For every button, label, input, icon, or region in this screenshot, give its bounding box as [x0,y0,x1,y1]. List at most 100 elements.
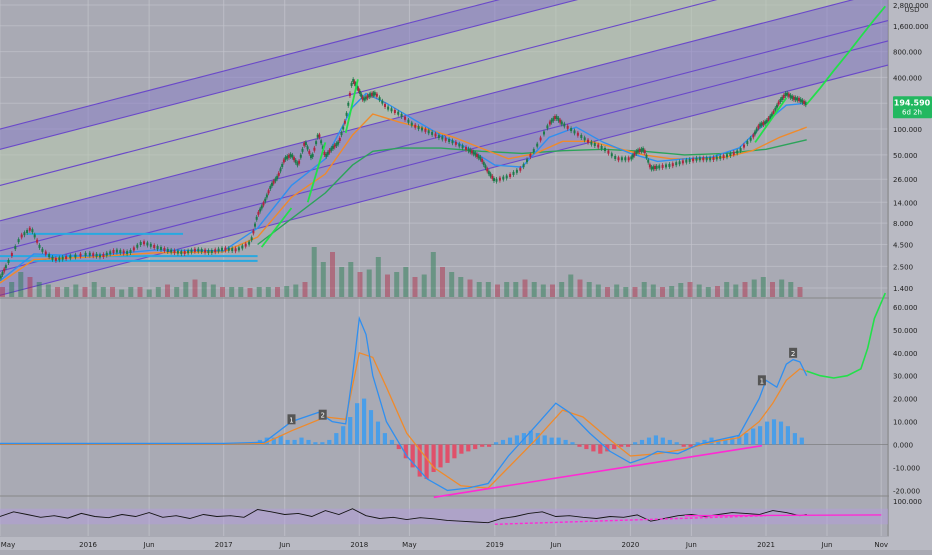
time-tick-label: 2021 [757,541,775,549]
candle-body [170,249,173,253]
candle-body [160,247,162,250]
macd-histogram-bar [542,435,547,445]
price-tick-label: 100.000 [893,126,922,134]
volume-bar [632,287,638,297]
candle-body [173,250,176,254]
volume-bar [623,287,629,297]
macd-histogram-bar [271,437,276,445]
time-tick-label: 2018 [350,541,368,549]
candle-body [587,139,589,143]
candle-body [654,166,656,169]
candle-body [407,119,410,123]
volume-bar [357,272,363,297]
time-tick-label: Jun [821,541,833,549]
macd-histogram-bar [702,439,707,445]
candle-body [765,119,768,123]
candle-body [250,237,253,241]
candle-body [726,154,728,158]
impulse-line [754,97,788,143]
candle-body [369,93,372,97]
candle-body [637,149,639,153]
candle-body [166,248,169,252]
volume-bar [779,279,785,297]
candle-body [38,244,41,248]
candle-body [197,248,200,252]
candle-body [685,159,688,163]
macd-histogram-bar [473,444,478,450]
candle-body [146,242,149,246]
candle-body [281,164,284,167]
candle-body [17,239,20,243]
candle-body [397,111,400,115]
macd-tick-label: 60.000 [893,304,918,312]
time-axis-bg [0,537,932,550]
candle-body [176,250,179,254]
volume-bar [311,247,317,297]
candle-body [486,168,489,172]
candle-body [10,253,13,256]
volume-bar [595,284,601,297]
volume-bar [339,267,345,297]
volume-bar [110,287,115,297]
candle-body [410,122,413,126]
macd-histogram-bar [619,444,624,447]
volume-bar [733,284,739,297]
candle-body [306,146,309,150]
candle-body [156,246,159,250]
candle-body [348,92,351,96]
channel-line [0,0,579,150]
candle-body [489,173,492,177]
current-price-value: 194.590 [894,98,931,107]
candle-body [20,234,23,238]
time-tick-label: 2019 [486,541,504,549]
macd-histogram-bar [605,444,610,452]
candle-body [481,158,484,162]
candle-body [678,161,681,165]
volume-bar [522,279,528,297]
candle-body [776,104,778,108]
candle-body [26,230,29,233]
rsi-line [0,508,807,524]
price-tick-label: 1,600.000 [893,23,929,31]
candle-body [794,97,797,101]
candle-body [695,157,698,161]
candle-body [308,150,311,154]
volume-bar [660,287,665,297]
macd-histogram-bar [653,435,658,445]
candle-body [550,119,553,123]
candle-body [342,126,345,130]
candle-body [552,117,555,121]
impulse-line [260,207,293,248]
candle-body [4,265,7,269]
candle-body [109,251,112,255]
macd-tick-label: 0.000 [893,442,913,450]
macd-histogram-bar [438,444,443,468]
volume-bar [375,257,381,297]
channel-line [0,0,500,130]
candle-body [647,159,650,163]
candle-body [715,156,718,160]
macd-histogram-bar [445,444,450,463]
candle-body [328,149,331,153]
volume-bar [64,287,70,297]
macd-histogram-bar [584,444,589,450]
macd-histogram-bar [278,435,283,445]
macd-histogram-bar [723,439,728,445]
candle-body [298,160,301,164]
candle-body [286,155,289,159]
candle-body [539,137,542,141]
macd-histogram-bar [716,439,721,445]
candle-body [705,157,708,161]
candle-body [1,272,4,276]
candle-body [593,143,596,146]
price-tick-label: 50.000 [893,152,918,160]
price-candles [0,5,886,281]
candle-body [363,97,366,101]
wave-marker-label: 1 [289,416,293,424]
candle-body [772,110,775,114]
price-axis-bg [889,0,932,550]
candle-body [332,145,334,149]
candle-body [337,141,340,145]
candle-body [638,149,641,153]
